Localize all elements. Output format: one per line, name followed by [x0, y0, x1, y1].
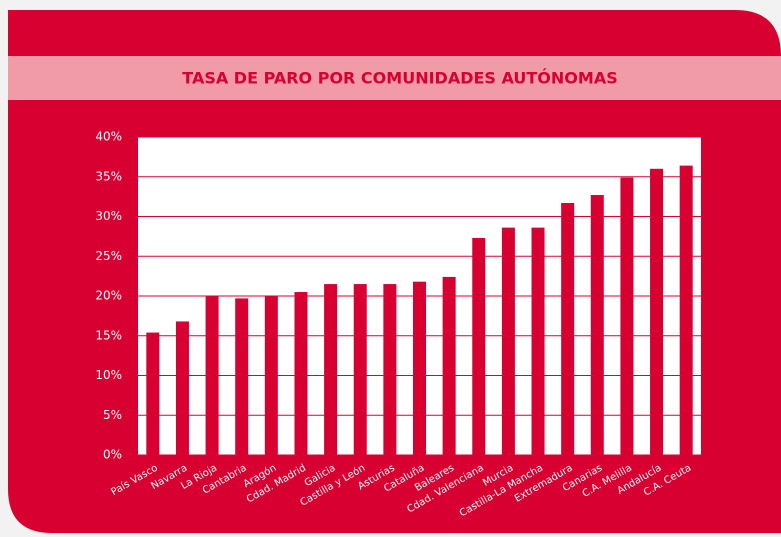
bar [472, 237, 486, 455]
bar [531, 227, 545, 455]
bar [590, 195, 604, 455]
y-tick-label: 10% [95, 368, 122, 382]
y-tick-label: 25% [95, 249, 122, 263]
bar [175, 321, 189, 455]
bar [679, 165, 693, 455]
bar [205, 296, 219, 455]
y-tick-label: 20% [95, 289, 122, 303]
bar [383, 284, 397, 455]
chart-title: TASA DE PARO POR COMUNIDADES AUTÓNOMAS [182, 69, 617, 88]
bar [442, 276, 456, 455]
bar [620, 177, 634, 456]
y-tick-label: 15% [95, 328, 122, 342]
y-tick-label: 40% [95, 130, 122, 144]
bar [413, 281, 426, 455]
y-tick-label: 0% [103, 448, 122, 462]
bar [294, 292, 308, 455]
y-tick-label: 35% [95, 169, 122, 183]
bar [324, 284, 338, 455]
bar [235, 298, 249, 455]
bar [146, 332, 160, 455]
bar [353, 284, 367, 455]
y-tick-label: 30% [95, 209, 122, 223]
y-tick-label: 5% [103, 408, 122, 422]
bar [561, 202, 575, 455]
bar [650, 168, 664, 456]
title-band [8, 56, 781, 100]
bar [264, 296, 278, 455]
bar [501, 227, 515, 455]
